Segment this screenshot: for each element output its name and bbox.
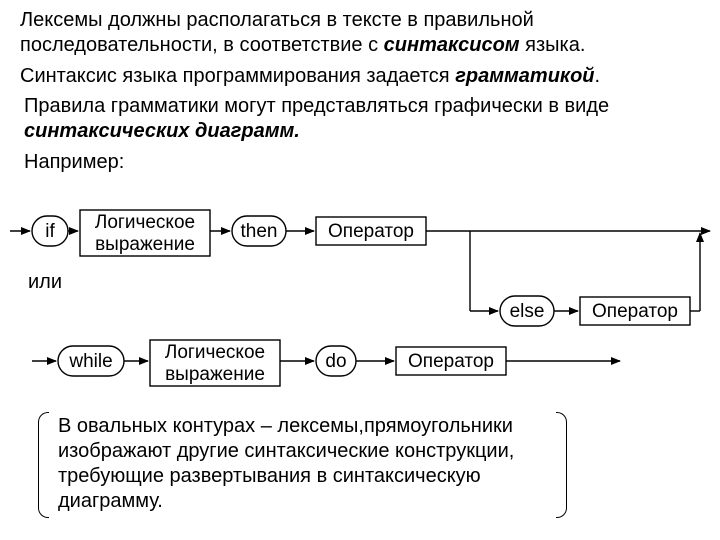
bracket-left-icon <box>38 412 49 518</box>
node-logic1-l1: Логическое <box>95 212 195 233</box>
note-text: В овальных контурах – лексемы,прямоуголь… <box>58 415 514 512</box>
node-else-label: else <box>510 301 545 322</box>
note-paragraph: В овальных контурах – лексемы,прямоуголь… <box>58 414 548 514</box>
node-logic1-l2: выражение <box>95 234 195 255</box>
node-do-label: do <box>325 351 346 372</box>
node-if-label: if <box>45 221 55 242</box>
node-then-label: then <box>241 221 278 242</box>
bracket-right-icon <box>556 412 567 518</box>
node-op3-label: Оператор <box>408 351 494 372</box>
node-while-label: while <box>68 351 112 372</box>
node-op2-label: Оператор <box>592 301 678 322</box>
node-logic2-l1: Логическое <box>165 342 265 363</box>
node-logic2-l2: выражение <box>165 364 265 385</box>
node-op1-label: Оператор <box>328 221 414 242</box>
